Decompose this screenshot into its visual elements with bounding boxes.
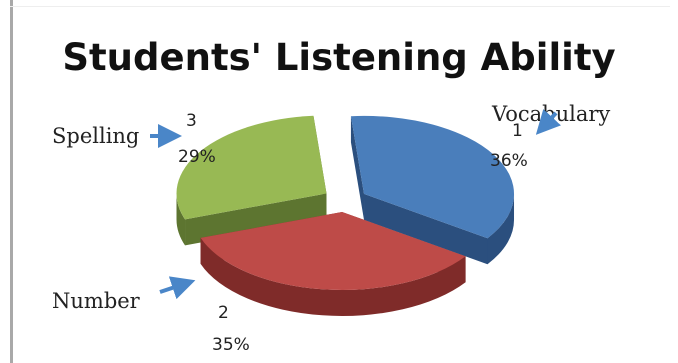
pie-slice-spelling [176,115,327,220]
slice-point-label-number: 2 [218,303,229,323]
slice-category-label-vocabulary: Vocabulary [491,102,610,126]
pie-cut-face-vocabulary [364,193,488,265]
slice-point-label-vocabulary: 1 [512,121,523,141]
slice-category-label-spelling: Spelling [52,124,139,148]
arrow-icon-number [159,276,196,300]
left-border [10,0,13,363]
pie-cut-face-vocabulary [350,116,365,220]
pie-side-spelling [176,193,186,246]
slice-percent-label-spelling: 29% [178,147,216,167]
slice-category-label-number: Number [52,289,141,313]
pie-cut-face-spelling [185,193,327,246]
slice-percent-label-number: 35% [212,335,250,355]
slice-percent-label-vocabulary: 36% [490,151,528,171]
pie-side-vocabulary [487,193,515,265]
pie-slices [176,115,515,316]
pie-slice-number [200,211,466,290]
arrow-icon-vocabulary [535,109,561,135]
pie-slice-vocabulary [350,115,515,239]
chart-title: Students' Listening Ability [62,36,616,79]
pie-side-number [200,237,466,316]
top-divider [10,6,670,7]
slice-point-label-spelling: 3 [186,111,197,131]
